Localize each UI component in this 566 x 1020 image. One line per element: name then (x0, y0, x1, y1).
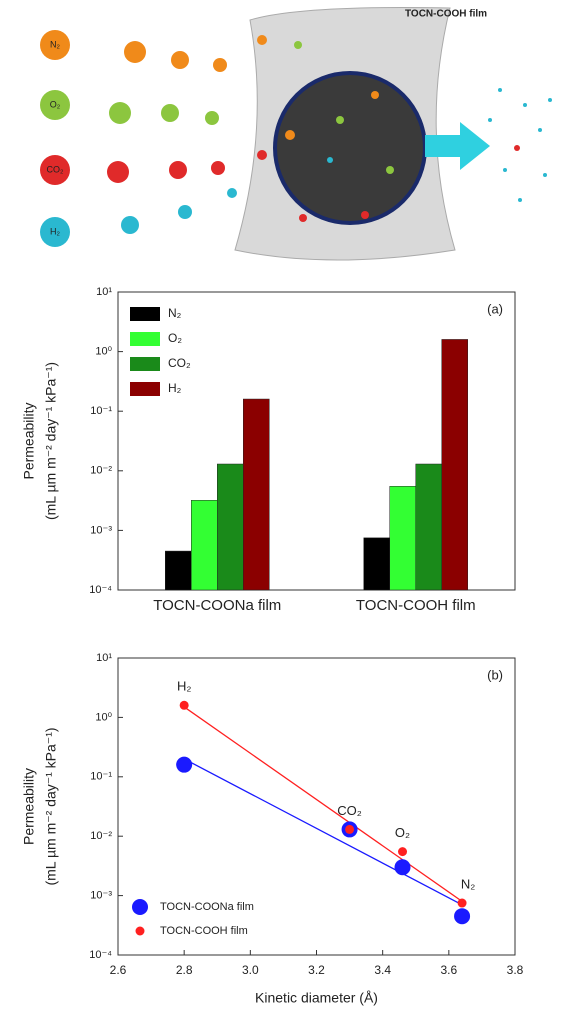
molecule-label: CO₂ (47, 164, 65, 174)
y-tick-label: 10¹ (96, 652, 112, 664)
y-tick-label: 10⁻² (90, 830, 112, 842)
legend-label: H₂ (168, 381, 182, 395)
molecule-label: N₂ (50, 39, 60, 49)
bar (243, 399, 269, 590)
x-tick-label: 2.6 (110, 963, 127, 977)
legend-swatch (130, 307, 160, 321)
point (395, 859, 411, 875)
y-tick-label: 10⁻¹ (90, 771, 112, 783)
y-tick-label: 10⁻³ (90, 524, 112, 536)
x-tick-label: 3.0 (242, 963, 259, 977)
legend-marker (136, 927, 145, 936)
bar (364, 538, 390, 590)
legend-marker (132, 899, 148, 915)
bar (390, 486, 416, 590)
bar (442, 339, 468, 590)
legend-swatch (130, 332, 160, 346)
x-tick-label: TOCN-COONa film (153, 597, 281, 614)
y-tick-label: 10⁰ (95, 346, 112, 358)
point (180, 701, 189, 710)
legend-label: TOCN-COOH film (160, 925, 248, 937)
point (458, 899, 467, 908)
bar (217, 464, 243, 590)
bar (416, 464, 442, 590)
legend-label: TOCN-COONa film (160, 901, 254, 913)
trend-line (184, 707, 462, 901)
point-label: N₂ (461, 876, 475, 891)
bar (165, 551, 191, 590)
y-tick-label: 10⁻¹ (90, 405, 112, 417)
y-axis-label: (mL µm m⁻² day⁻¹ kPa⁻¹) (43, 727, 59, 885)
y-axis-label: Permeability (21, 768, 37, 845)
figure: TOCN-COOH film N₂ O₂ CO₂ H₂ 10⁻⁴ 10⁻³ 10⁻²… (0, 0, 566, 1015)
point (176, 757, 192, 773)
point-label: O₂ (395, 825, 410, 840)
point (398, 847, 407, 856)
legend-label: N₂ (168, 306, 182, 320)
molecule-label: O₂ (50, 99, 61, 109)
page: {"illustration": {"film_label": "TOCN-CO… (0, 0, 566, 1015)
y-tick-label: 10⁻⁴ (89, 584, 112, 596)
point (454, 908, 470, 924)
bar (191, 500, 217, 590)
x-tick-label: 3.6 (440, 963, 457, 977)
point-label: H₂ (177, 679, 191, 694)
x-tick-label: TOCN-COOH film (356, 597, 476, 614)
annotation: (a) (487, 301, 503, 316)
y-tick-label: 10⁰ (95, 711, 112, 723)
legend-label: CO₂ (168, 356, 191, 370)
point (345, 825, 354, 834)
y-axis-label: (mL µm m⁻² day⁻¹ kPa⁻¹) (43, 362, 59, 520)
point-label: CO₂ (337, 803, 362, 818)
trend-line (184, 759, 462, 905)
molecule-label: H₂ (50, 226, 60, 236)
legend-label: O₂ (168, 331, 182, 345)
legend-swatch (130, 382, 160, 396)
x-tick-label: 3.8 (507, 963, 524, 977)
x-tick-label: 3.4 (374, 963, 391, 977)
annotation: (b) (487, 667, 503, 682)
y-tick-label: 10⁻² (90, 465, 112, 477)
x-tick-label: 2.8 (176, 963, 193, 977)
pore (275, 73, 425, 223)
y-tick-label: 10⁻³ (90, 890, 112, 902)
y-tick-label: 10⁻⁴ (89, 949, 112, 961)
film-label: TOCN-COOH film (405, 9, 487, 20)
y-axis-label: Permeability (21, 402, 37, 479)
y-tick-label: 10¹ (96, 286, 112, 298)
legend-swatch (130, 357, 160, 371)
illustration: TOCN-COOH film N₂ O₂ CO₂ H₂ (40, 8, 552, 261)
x-tick-label: 3.2 (308, 963, 325, 977)
x-axis-label: Kinetic diameter (Å) (255, 990, 378, 1006)
